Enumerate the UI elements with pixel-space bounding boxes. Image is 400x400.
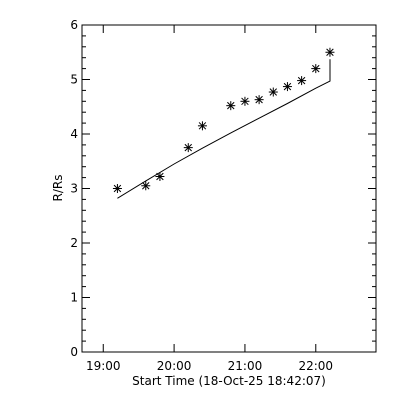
y-tick-label: 5 <box>70 73 78 87</box>
data-point <box>311 64 321 74</box>
y-tick-label: 6 <box>70 18 78 32</box>
data-point <box>268 87 278 97</box>
data-point <box>183 143 193 153</box>
x-tick-label: 19:00 <box>86 359 121 373</box>
x-tick-label: 21:00 <box>228 359 263 373</box>
data-point <box>226 101 236 111</box>
x-tick-label: 20:00 <box>157 359 192 373</box>
data-point <box>254 95 264 105</box>
data-point <box>141 181 151 191</box>
x-tick-label: 22:00 <box>298 359 333 373</box>
plot-frame <box>81 24 377 353</box>
data-point <box>197 121 207 131</box>
data-points <box>112 47 335 193</box>
data-point <box>325 47 335 57</box>
y-tick-label: 4 <box>70 127 78 141</box>
y-tick-label: 0 <box>70 345 78 359</box>
axis-ticks: 0 1 2 3 4 5 6 19:00 20:00 21:00 22:00 <box>70 18 376 373</box>
data-point <box>282 82 292 92</box>
x-axis-label: Start Time (18-Oct-25 18:42:07) <box>132 374 326 388</box>
data-point <box>297 76 307 86</box>
y-axis-label: R/Rs <box>51 175 65 202</box>
data-point <box>155 172 165 182</box>
y-tick-label: 1 <box>70 291 78 305</box>
y-tick-label: 2 <box>70 236 78 250</box>
data-point <box>112 184 122 193</box>
data-point <box>240 96 250 106</box>
y-tick-label: 3 <box>70 182 78 196</box>
